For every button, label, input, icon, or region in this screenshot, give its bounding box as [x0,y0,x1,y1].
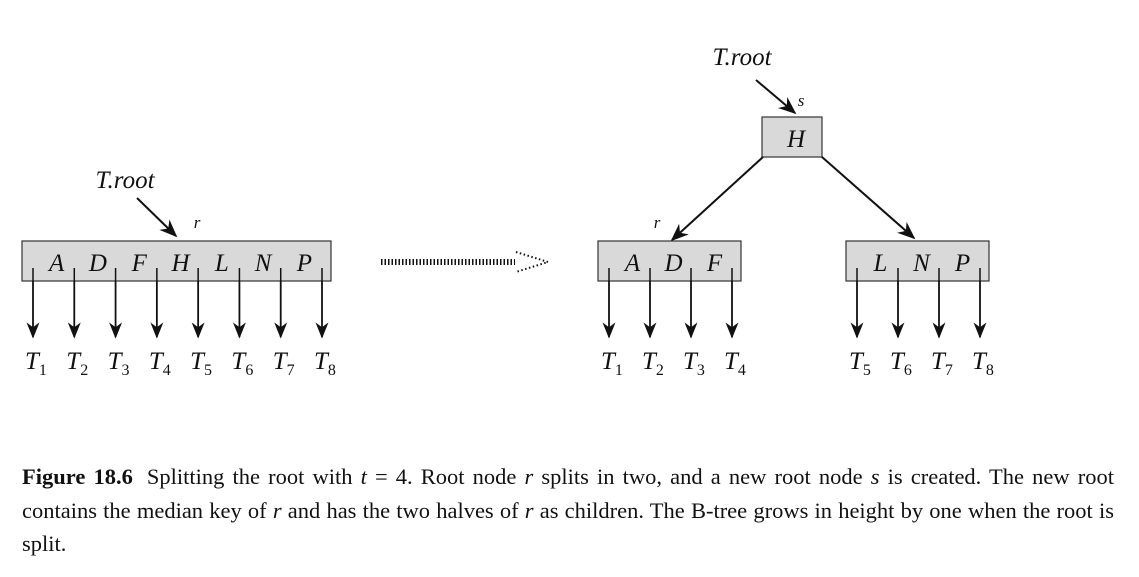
root-pointer [755,79,797,115]
subtree-index: 4 [738,362,746,379]
caption-var: r [524,464,534,489]
node-label: r [194,213,201,232]
subtree-label: T3 [683,348,705,379]
key: P [296,250,312,277]
subtree-index: 5 [204,362,212,379]
subtree-name: T [108,348,124,375]
subtree-index: 4 [163,362,171,379]
caption-var: r [272,497,282,523]
node [845,240,990,282]
subtree-label: T1 [25,348,47,379]
subtree-label: T7 [273,348,295,379]
caption-var: t [360,464,367,489]
subtree-name: T [25,348,41,375]
subtree-label: T5 [849,348,871,379]
subtree-index: 6 [245,362,253,379]
subtree-label: T6 [231,348,253,379]
subtree-index: 2 [656,362,664,379]
key: P [954,250,970,277]
subtree-label: T1 [601,348,623,379]
subtree-index: 6 [904,362,912,379]
root-label: T.root [712,44,772,71]
subtree-index: 2 [80,362,88,379]
caption: Figure 18.6 Splitting the root with t = 4… [22,460,1114,561]
node [21,240,332,282]
key: H [786,126,807,153]
caption-text: splits in two, and a new root node [533,464,871,489]
subtree-label: T7 [931,348,953,379]
subtree-name: T [66,348,82,375]
child-pointer [670,156,764,242]
subtree-label: T3 [108,348,130,379]
subtree-name: T [890,348,906,375]
subtree-label: T4 [149,348,171,379]
subtree-name: T [683,348,699,375]
subtree-index: 8 [328,362,336,379]
key: A [623,250,641,277]
child-pointer [821,156,916,240]
subtree-label: T8 [972,348,994,379]
node [597,240,742,282]
subtree-name: T [849,348,865,375]
key: D [88,250,107,277]
root-pointer [136,197,178,238]
subtree-label: T2 [66,348,88,379]
caption-text: = 4. Root node [366,464,525,489]
node-label: s [798,91,805,110]
subtree-name: T [273,348,289,375]
key: L [873,250,888,277]
subtree-label: T6 [890,348,912,379]
key: F [706,250,723,277]
subtree-name: T [231,348,247,375]
subtree-index: 5 [863,362,871,379]
caption-var: r [524,497,534,523]
transition-arrow-head [515,251,552,273]
key: D [663,250,682,277]
subtree-name: T [972,348,988,375]
subtree-name: T [190,348,206,375]
key: N [912,250,931,277]
caption-var: s [870,464,880,489]
subtree-name: T [642,348,658,375]
subtree-index: 1 [615,362,623,379]
key: H [170,250,191,277]
subtree-name: T [601,348,617,375]
subtree-index: 3 [121,362,129,379]
diagram: T.root r T.root s r A D F H L N PT1 T2 T3 T4 T5 T6 T… [21,44,994,379]
figure-label: Figure 18.6 [22,464,133,489]
subtree-name: T [931,348,947,375]
node [761,116,823,158]
subtree-index: 7 [287,362,295,379]
subtree-index: 3 [697,362,705,379]
key: L [214,250,229,277]
key: N [254,250,273,277]
node-label: r [654,213,661,232]
key: F [131,250,148,277]
subtree-label: T5 [190,348,212,379]
subtree-label: T4 [724,348,746,379]
subtree-name: T [724,348,740,375]
subtree-index: 7 [945,362,953,379]
key: A [47,250,65,277]
subtree-index: 8 [986,362,994,379]
subtree-name: T [314,348,330,375]
root-label: T.root [95,167,155,194]
caption-text: as children. The B-tree grows in height … [22,497,1114,557]
subtree-label: T2 [642,348,664,379]
caption-text: is created. The new root contains the me… [22,464,1114,523]
subtree-label: T8 [314,348,336,379]
caption-text: and has the two halves of [281,497,525,523]
subtree-name: T [149,348,165,375]
caption-text: Splitting the root with [146,464,361,489]
subtree-index: 1 [39,362,47,379]
